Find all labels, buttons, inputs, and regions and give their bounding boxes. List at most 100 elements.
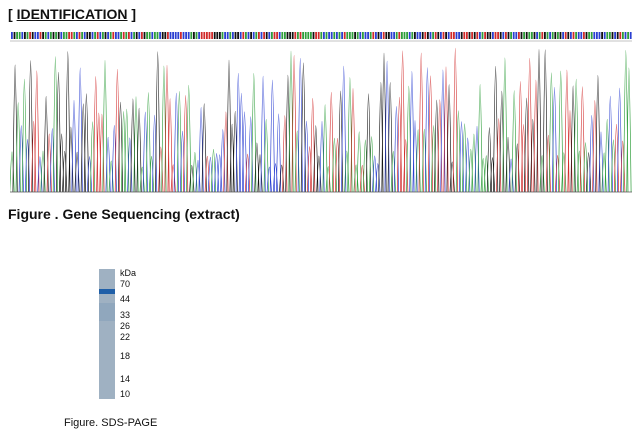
- base-call-mark: [611, 32, 614, 39]
- trace-peak: [462, 123, 468, 193]
- trace-peak: [96, 112, 102, 193]
- base-call-mark: [622, 32, 624, 39]
- base-call-mark: [24, 32, 26, 39]
- base-call-mark: [346, 32, 349, 39]
- base-call-mark: [174, 32, 177, 39]
- base-call-mark: [492, 32, 494, 39]
- base-call-mark: [226, 32, 229, 39]
- trace-peak: [505, 136, 511, 193]
- heading-title: IDENTIFICATION: [16, 6, 128, 22]
- base-call-mark: [577, 32, 580, 39]
- base-call-mark: [133, 32, 135, 39]
- trace-peak: [313, 125, 319, 193]
- base-call-mark: [185, 32, 187, 39]
- base-call-mark: [193, 32, 195, 39]
- base-call-mark: [603, 32, 606, 39]
- base-call-mark: [549, 32, 551, 39]
- base-call-mark: [421, 32, 424, 39]
- base-call-mark: [44, 32, 47, 39]
- trace-peak: [176, 90, 182, 193]
- base-call-mark: [544, 32, 546, 39]
- base-call-mark: [411, 32, 414, 39]
- base-call-mark: [13, 32, 16, 39]
- base-call-mark: [471, 32, 473, 39]
- base-call-mark: [211, 32, 213, 39]
- trace-peak: [341, 65, 347, 193]
- trace-peak: [260, 75, 266, 193]
- base-call-mark: [546, 32, 549, 39]
- base-call-mark: [359, 32, 362, 39]
- trace-peak: [77, 67, 83, 193]
- base-call-mark: [434, 32, 437, 39]
- trace-peak: [291, 54, 297, 193]
- trace-peak: [133, 96, 139, 193]
- base-call-mark: [273, 32, 276, 39]
- base-call-mark: [398, 32, 401, 39]
- trace-peak: [65, 51, 71, 193]
- trace-peak: [607, 95, 613, 193]
- trace-peak: [418, 52, 424, 193]
- base-call-mark: [128, 32, 130, 39]
- trace-peak: [347, 77, 353, 193]
- base-call-mark: [538, 32, 541, 39]
- base-call-mark: [250, 32, 252, 39]
- trace-peak: [12, 64, 18, 193]
- trace-peak: [434, 99, 440, 193]
- trace-peak: [241, 111, 248, 193]
- base-call-mark: [419, 32, 421, 39]
- gel-faint-region: [99, 303, 115, 321]
- base-call-mark: [499, 32, 502, 39]
- base-call-mark: [593, 32, 596, 39]
- base-call-mark: [575, 32, 577, 39]
- trace-peak: [331, 137, 337, 193]
- marker-label-18: 18: [120, 351, 131, 361]
- base-call-mark: [219, 32, 221, 39]
- base-call-mark: [39, 32, 42, 39]
- base-call-mark: [86, 32, 89, 39]
- trace-peak: [161, 65, 167, 193]
- trace-peak: [136, 107, 142, 193]
- base-call-mark: [247, 32, 250, 39]
- trace-peak: [356, 131, 362, 193]
- marker-label-14: 14: [120, 374, 131, 384]
- trace-peak: [83, 93, 89, 193]
- base-call-mark: [307, 32, 310, 39]
- trace-peak: [542, 49, 548, 193]
- marker-label-26: 26: [120, 321, 131, 331]
- base-call-mark: [432, 32, 434, 39]
- trace-peak: [55, 71, 62, 193]
- base-call-mark: [102, 32, 104, 39]
- base-call-mark: [570, 32, 572, 39]
- trace-peak: [548, 72, 554, 193]
- trace-peak: [455, 110, 461, 193]
- base-call-mark: [614, 32, 616, 39]
- base-call-mark: [112, 32, 115, 39]
- sequencing-chromatogram: [10, 32, 632, 193]
- trace-peak: [310, 97, 316, 193]
- trace-peak: [130, 98, 136, 193]
- base-call-mark: [554, 32, 557, 39]
- trace-peak: [381, 52, 387, 193]
- base-call-mark: [364, 32, 367, 39]
- base-call-mark: [47, 32, 50, 39]
- base-call-mark: [146, 32, 148, 39]
- base-call-mark: [510, 32, 512, 39]
- base-call-mark: [629, 32, 632, 39]
- base-call-mark: [479, 32, 481, 39]
- base-call-mark: [221, 32, 224, 39]
- marker-unit-label: kDa: [120, 268, 137, 278]
- trace-peak: [15, 102, 21, 193]
- trace-peak: [251, 73, 257, 193]
- base-call-mark: [320, 32, 323, 39]
- base-call-mark: [70, 32, 73, 39]
- base-call-mark: [216, 32, 219, 39]
- base-call-mark: [323, 32, 325, 39]
- base-call-mark: [473, 32, 476, 39]
- base-call-mark: [190, 32, 193, 39]
- trace-peak: [121, 111, 127, 193]
- trace-peak: [114, 68, 120, 193]
- trace-peak: [372, 155, 378, 193]
- base-call-mark: [299, 32, 302, 39]
- trace-peak: [400, 50, 406, 193]
- base-call-mark: [390, 32, 393, 39]
